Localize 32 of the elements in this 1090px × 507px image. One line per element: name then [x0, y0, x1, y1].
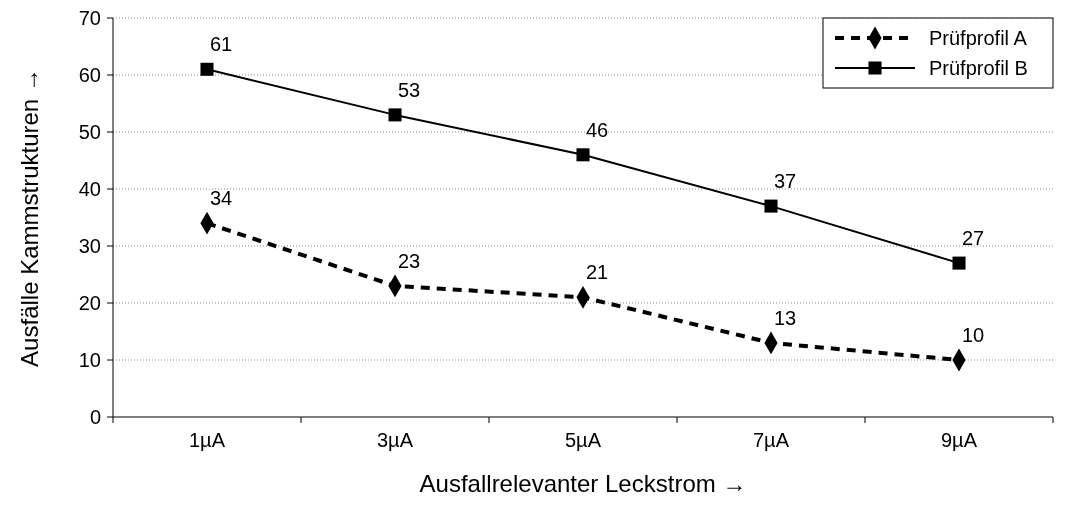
data-label: 27 [961, 227, 985, 250]
x-tick-label: 9µA [941, 429, 978, 451]
legend-label: Prüfprofil B [929, 57, 1028, 79]
point [764, 199, 778, 213]
point [576, 148, 590, 162]
y-tick-label: 50 [78, 121, 101, 143]
y-tick-label: 30 [78, 235, 101, 257]
x-tick-label: 7µA [753, 429, 790, 451]
data-label: 53 [397, 78, 421, 101]
data-label: 37 [773, 170, 797, 193]
data-label: 61 [209, 33, 233, 56]
y-axis-title: Ausfälle Kammstrukturen → [16, 68, 43, 367]
y-tick-label: 20 [78, 292, 101, 314]
y-tick-label: 40 [78, 178, 101, 200]
y-tick-label: 0 [89, 406, 101, 428]
y-tick-label: 70 [78, 7, 101, 29]
data-label: 23 [397, 249, 421, 272]
data-label: 13 [773, 306, 797, 329]
x-tick-label: 1µA [189, 429, 226, 451]
x-tick-label: 5µA [565, 429, 602, 451]
data-label: 46 [585, 118, 609, 141]
x-axis-title: Ausfallrelevanter Leckstrom → [419, 470, 747, 497]
y-tick-label: 10 [78, 349, 101, 371]
data-label: 34 [209, 187, 233, 210]
x-tick-label: 3µA [377, 429, 414, 451]
data-label: 21 [585, 261, 609, 284]
point [200, 62, 214, 76]
y-tick-label: 60 [78, 64, 101, 86]
point [388, 108, 402, 122]
point [952, 256, 966, 270]
legend-label: Prüfprofil A [929, 27, 1028, 49]
data-label: 10 [961, 324, 985, 346]
